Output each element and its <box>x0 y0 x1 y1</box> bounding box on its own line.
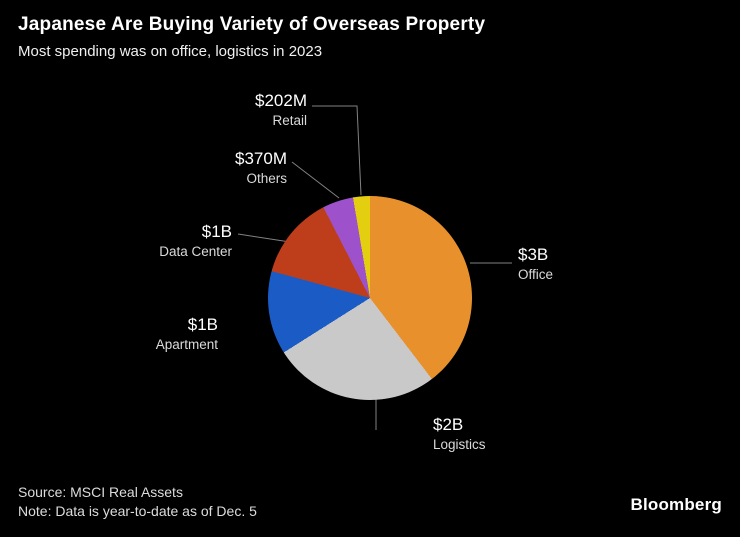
chart-footnotes: Source: MSCI Real Assets Note: Data is y… <box>18 483 257 521</box>
slice-category: Logistics <box>433 437 486 453</box>
slice-label-retail: $202M Retail <box>255 90 307 130</box>
slice-value: $370M <box>235 149 287 168</box>
source-note: Source: MSCI Real Assets <box>18 484 183 500</box>
slice-label-office: $3B Office <box>518 244 553 284</box>
leader-line-data-center <box>237 233 291 243</box>
slice-label-data-center: $1B Data Center <box>159 221 232 261</box>
slice-label-logistics: $2B Logistics <box>433 414 486 454</box>
slice-label-others: $370M Others <box>235 148 287 188</box>
slice-category: Others <box>246 171 287 187</box>
slice-category: Retail <box>272 113 307 129</box>
slice-category: Data Center <box>159 244 232 260</box>
chart-header: Japanese Are Buying Variety of Overseas … <box>18 14 485 60</box>
leader-line-others <box>291 161 340 199</box>
slice-category: Office <box>518 267 554 283</box>
slice-value: $2B <box>433 415 464 434</box>
bloomberg-logo: Bloomberg <box>630 495 722 514</box>
chart-title: Japanese Are Buying Variety of Overseas … <box>18 14 486 35</box>
slice-category: Apartment <box>155 337 218 353</box>
data-note: Note: Data is year-to-date as of Dec. 5 <box>18 503 257 519</box>
pie-chart <box>268 196 472 400</box>
chart-subtitle: Most spending was on office, logistics i… <box>18 43 323 60</box>
slice-value: $1B <box>201 222 232 241</box>
slice-value: $3B <box>518 245 549 264</box>
leader-line-retail <box>312 105 362 196</box>
slice-value: $202M <box>255 91 307 110</box>
slice-value: $1B <box>187 315 218 334</box>
slice-label-apartment: $1B Apartment <box>156 314 218 354</box>
